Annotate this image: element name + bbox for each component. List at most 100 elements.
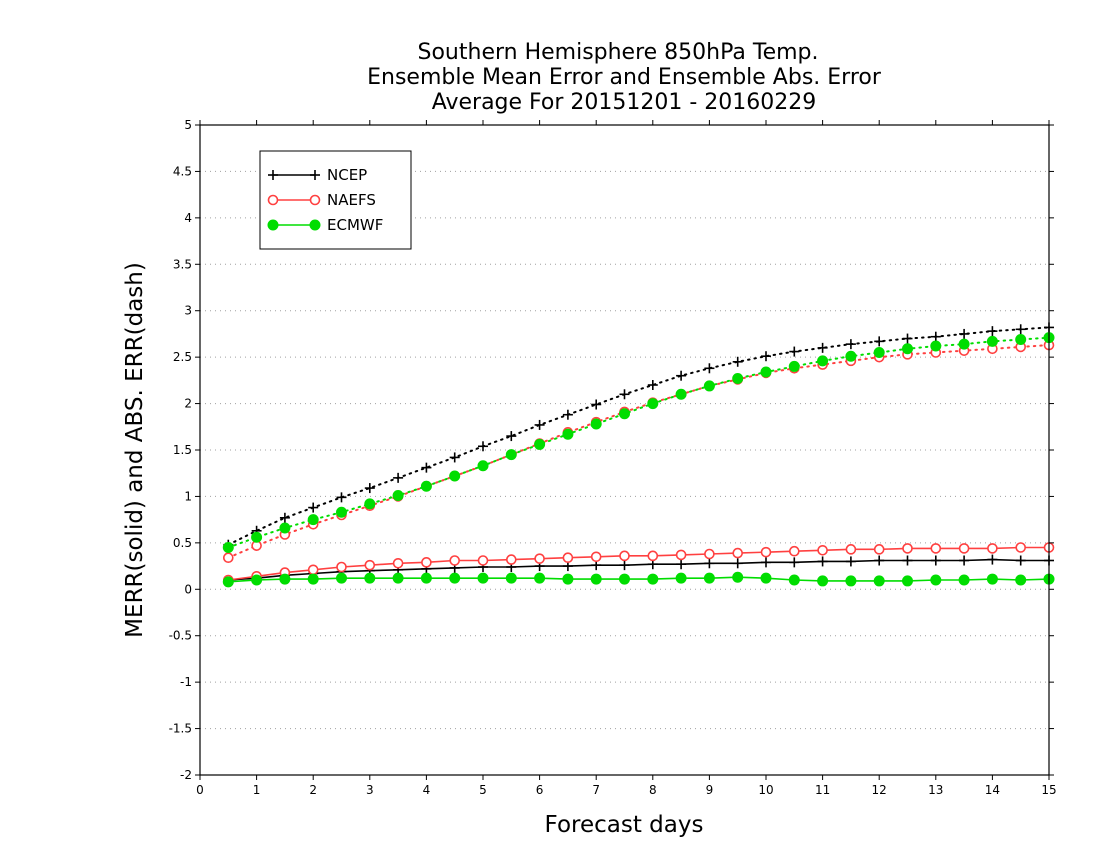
ncep-merr-point: [619, 560, 630, 571]
ecmwf-merr-point: [958, 574, 970, 586]
x-tick-label: 15: [1041, 783, 1056, 797]
ecmwf-abs-err-point: [251, 531, 263, 543]
naefs-merr-point: [619, 550, 630, 562]
ncep-abs-err-point: [930, 331, 941, 342]
x-tick-label: 13: [928, 783, 943, 797]
x-tick-label: 4: [423, 783, 431, 797]
ncep-abs-err-point: [732, 356, 743, 367]
x-tick-label: 11: [815, 783, 830, 797]
naefs-merr-point: [392, 557, 404, 569]
naefs-merr-point: [788, 545, 800, 557]
ecmwf-merr-point: [534, 572, 546, 584]
naefs-merr-point: [760, 546, 772, 558]
ncep-merr-point: [959, 555, 970, 566]
ecmwf-merr-point: [420, 572, 432, 584]
naefs-merr-point: [958, 543, 970, 554]
naefs-merr-point: [336, 561, 347, 573]
series-layer: [222, 322, 1055, 588]
ecmwf-merr-point: [930, 574, 942, 586]
ecmwf-merr-point: [760, 572, 772, 584]
legend-label-naefs: NAEFS: [327, 191, 376, 209]
naefs-merr-point: [732, 547, 744, 559]
ecmwf-merr-point: [477, 572, 489, 584]
ecmwf-merr-point: [222, 576, 234, 588]
ecmwf-abs-err-point: [562, 428, 574, 440]
naefs-merr-point: [675, 549, 687, 561]
legend-marker-naefs: [267, 194, 279, 206]
ecmwf-merr-point: [703, 572, 715, 584]
ncep-abs-err-point: [591, 399, 602, 410]
ecmwf-abs-err-point: [788, 360, 800, 372]
legend-marker-naefs: [309, 194, 321, 206]
ncep-merr-point: [902, 555, 913, 566]
naefs-merr-point: [873, 544, 885, 555]
ecmwf-merr-point: [817, 575, 829, 587]
y-tick-label: -1: [180, 675, 192, 689]
legend-marker-ecmwf: [267, 219, 279, 231]
ecmwf-abs-err-point: [534, 438, 546, 450]
ecmwf-abs-err-point: [902, 343, 913, 355]
legend-label-ecmwf: ECMWF: [327, 216, 383, 234]
y-tick-label: -0.5: [169, 629, 192, 643]
ncep-abs-err-point: [789, 346, 800, 357]
ecmwf-merr-point: [392, 572, 404, 584]
ecmwf-abs-err-point: [845, 350, 857, 362]
ecmwf-merr-point: [732, 571, 744, 583]
ecmwf-abs-err-point: [1015, 334, 1027, 345]
ecmwf-abs-err-point: [647, 398, 659, 410]
ecmwf-abs-err-point: [703, 380, 715, 392]
ncep-abs-err-point: [1015, 324, 1026, 335]
x-tick-label: 14: [985, 783, 1000, 797]
naefs-merr-point: [930, 543, 942, 554]
x-tick-label: 7: [592, 783, 600, 797]
naefs-merr-point: [562, 552, 574, 564]
ncep-abs-err-point: [902, 333, 913, 344]
x-tick-label: 5: [479, 783, 487, 797]
legend-marker-ecmwf: [309, 219, 321, 231]
ecmwf-merr-point: [788, 574, 800, 586]
ncep-abs-err-point: [704, 363, 715, 374]
chart-title: Southern Hemisphere 850hPa Temp. Ensembl…: [367, 40, 882, 115]
legend-label-ncep: NCEP: [327, 166, 367, 184]
ncep-merr-point: [676, 559, 687, 570]
ncep-abs-err-point: [393, 472, 404, 483]
ecmwf-abs-err-point: [392, 490, 404, 501]
naefs-merr-point: [987, 543, 998, 554]
ncep-merr-point: [704, 558, 715, 569]
x-tick-label: 9: [706, 783, 714, 797]
x-tick-label: 12: [872, 783, 887, 797]
naefs-merr-point: [845, 544, 857, 555]
y-tick-label: 5: [184, 118, 192, 132]
ncep-abs-err-point: [959, 328, 970, 339]
legend-item-ncep: NCEP: [268, 166, 367, 184]
naefs-merr-point: [647, 550, 659, 562]
naefs-merr-point: [534, 553, 545, 564]
ncep-abs-err-point: [478, 441, 488, 452]
naefs-merr-point: [449, 555, 461, 566]
ncep-merr-point: [817, 556, 828, 567]
ecmwf-abs-err-point: [477, 460, 489, 472]
series-ecmwf: [222, 332, 1055, 588]
legend-marker-ncep: [268, 170, 278, 180]
y-tick-label: -1.5: [169, 722, 192, 736]
ecmwf-merr-point: [647, 573, 659, 585]
legend-marker-ncep: [310, 170, 320, 180]
ncep-merr-point: [732, 558, 743, 569]
ecmwf-merr-point: [1015, 574, 1027, 586]
ecmwf-merr-point: [336, 572, 347, 584]
legend-item-ecmwf: ECMWF: [267, 216, 383, 234]
ecmwf-merr-point: [902, 575, 913, 587]
x-tick-label: 8: [649, 783, 657, 797]
ecmwf-abs-err-point: [364, 498, 376, 510]
naefs-merr-point: [817, 544, 828, 556]
ncep-abs-err-point: [449, 452, 460, 463]
naefs-merr-point: [307, 564, 319, 576]
ecmwf-abs-err-point: [420, 480, 432, 492]
x-tick-label: 6: [536, 783, 544, 797]
ncep-abs-err-point: [845, 339, 856, 350]
ecmwf-abs-err-point: [222, 542, 234, 553]
chart-title-line-3: Average For 20151201 - 20160229: [432, 90, 817, 115]
ncep-abs-err-point: [562, 409, 573, 420]
x-tick-label: 10: [758, 783, 773, 797]
ncep-abs-err-point: [506, 431, 517, 442]
